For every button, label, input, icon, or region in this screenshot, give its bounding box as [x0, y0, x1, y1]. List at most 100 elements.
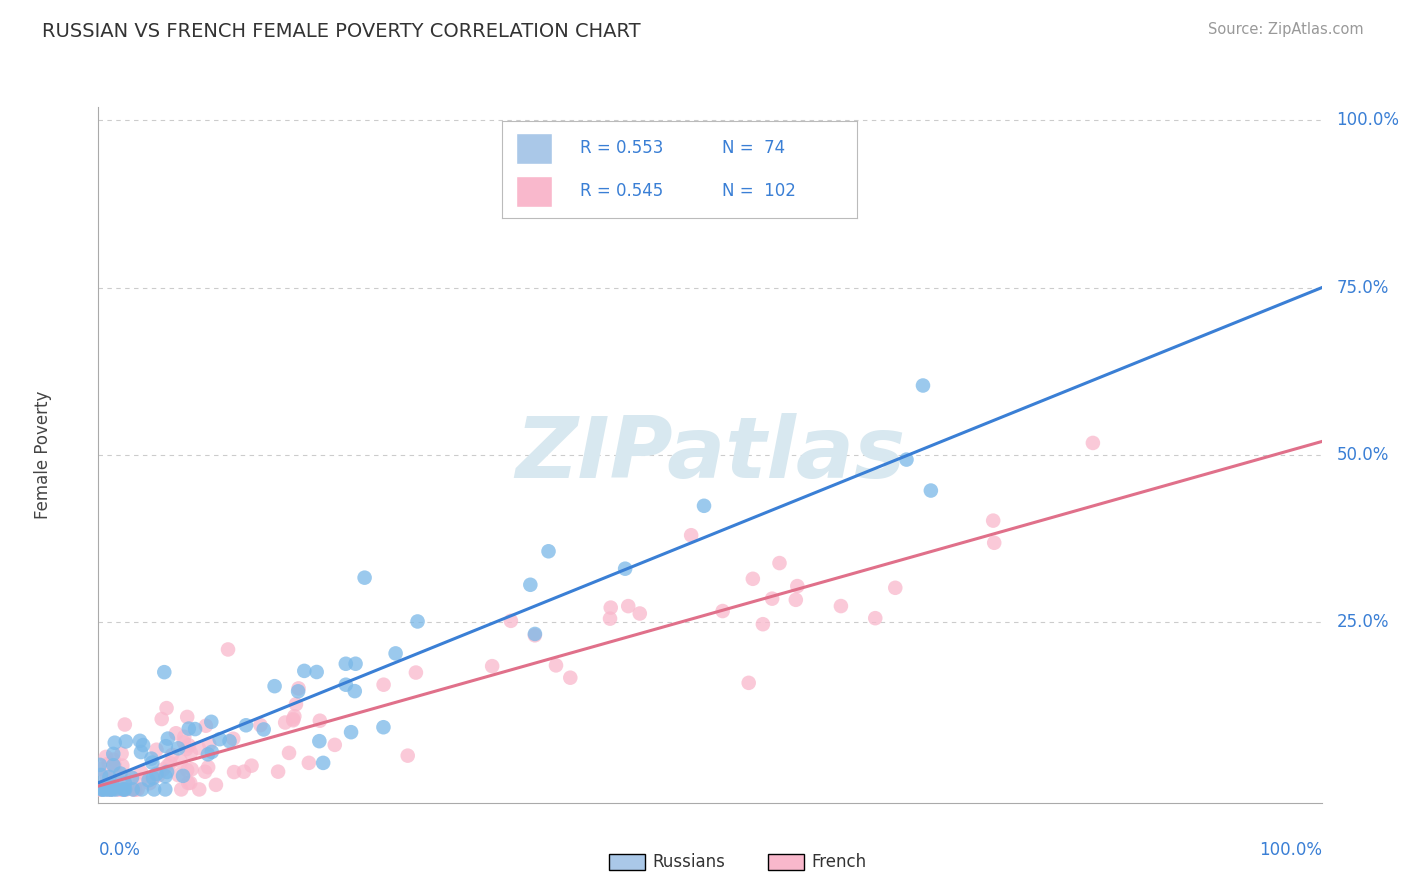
Point: [283, 712, 305, 726]
Point: [614, 562, 637, 576]
Text: Russians: Russians: [652, 853, 725, 871]
Point: [167, 768, 190, 782]
Point: [305, 665, 328, 679]
Point: [983, 535, 1005, 549]
FancyBboxPatch shape: [609, 854, 645, 871]
Point: [752, 617, 775, 632]
Point: [145, 743, 167, 757]
Text: French: French: [811, 853, 866, 871]
Point: [232, 764, 254, 779]
Point: [97, 756, 120, 771]
Point: [537, 544, 560, 558]
Point: [693, 499, 716, 513]
Point: [114, 782, 136, 797]
Point: [91, 782, 114, 797]
Point: [121, 782, 143, 797]
Text: Female Poverty: Female Poverty: [34, 391, 52, 519]
Point: [177, 776, 200, 790]
Point: [308, 714, 330, 728]
Point: [138, 776, 160, 790]
Point: [194, 719, 217, 733]
Point: [523, 628, 546, 642]
Point: [384, 647, 406, 661]
Text: ZIPatlas: ZIPatlas: [515, 413, 905, 497]
Point: [267, 764, 290, 779]
Point: [523, 627, 546, 641]
Point: [406, 615, 429, 629]
Point: [180, 746, 202, 760]
Point: [353, 571, 375, 585]
Point: [283, 709, 305, 723]
Point: [155, 782, 177, 797]
Point: [169, 755, 191, 769]
Point: [253, 723, 276, 737]
Point: [97, 782, 120, 797]
Point: [100, 782, 122, 797]
Point: [87, 782, 110, 797]
Text: Source: ZipAtlas.com: Source: ZipAtlas.com: [1208, 22, 1364, 37]
Point: [155, 739, 177, 754]
Point: [97, 782, 120, 797]
Point: [145, 767, 167, 781]
Point: [122, 782, 145, 797]
Point: [499, 614, 522, 628]
Point: [100, 782, 122, 797]
Point: [344, 657, 367, 671]
Point: [481, 659, 503, 673]
Point: [188, 741, 211, 756]
Point: [100, 782, 122, 797]
Point: [198, 737, 221, 751]
Point: [287, 684, 309, 698]
Point: [176, 763, 198, 777]
Point: [240, 758, 263, 772]
Point: [335, 678, 357, 692]
Point: [159, 756, 181, 771]
Point: [141, 751, 163, 765]
Point: [617, 599, 640, 614]
Text: 100.0%: 100.0%: [1336, 112, 1399, 129]
Point: [785, 592, 807, 607]
Point: [981, 514, 1004, 528]
Point: [218, 734, 240, 748]
Point: [131, 782, 153, 797]
Point: [738, 676, 761, 690]
Point: [160, 747, 183, 762]
Point: [141, 756, 163, 770]
Point: [124, 782, 146, 797]
Text: RUSSIAN VS FRENCH FEMALE POVERTY CORRELATION CHART: RUSSIAN VS FRENCH FEMALE POVERTY CORRELA…: [42, 22, 641, 41]
Point: [200, 714, 222, 729]
Point: [681, 528, 703, 542]
Point: [179, 776, 201, 790]
Point: [112, 782, 135, 797]
Point: [110, 766, 132, 780]
Point: [121, 771, 143, 785]
Point: [405, 665, 427, 680]
Point: [323, 738, 346, 752]
Point: [121, 771, 143, 785]
Point: [114, 734, 136, 748]
Point: [287, 681, 309, 696]
Point: [768, 556, 790, 570]
Point: [89, 762, 111, 776]
Point: [177, 739, 200, 753]
Point: [741, 572, 763, 586]
Point: [711, 604, 734, 618]
Point: [111, 782, 134, 797]
Point: [129, 734, 152, 748]
Text: 0.0%: 0.0%: [98, 841, 141, 859]
Point: [96, 779, 118, 793]
Point: [599, 600, 621, 615]
Point: [761, 591, 783, 606]
Point: [235, 718, 257, 732]
Point: [112, 771, 135, 785]
Point: [284, 698, 307, 712]
Point: [103, 776, 125, 790]
Point: [312, 756, 335, 770]
Point: [94, 782, 117, 797]
Point: [519, 578, 541, 592]
Point: [103, 747, 125, 761]
Point: [343, 684, 366, 698]
Point: [93, 782, 115, 797]
Point: [263, 679, 285, 693]
Point: [560, 671, 582, 685]
